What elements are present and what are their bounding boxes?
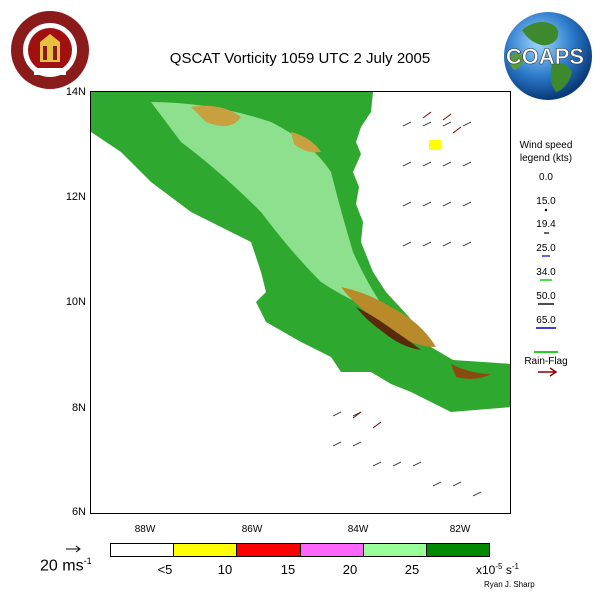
coaps-logo-text: COAPS xyxy=(506,44,584,69)
lat-label-8n: 8N xyxy=(71,402,86,414)
wind-legend-speed-0: 0.0 xyxy=(539,172,553,183)
vorticity-colorbar xyxy=(110,543,490,557)
wind-legend-speed-3: 25.0 xyxy=(536,243,556,254)
colorbar-label-4: 25 xyxy=(404,562,420,577)
wind-legend-speed-1: 15.0 xyxy=(536,196,556,207)
map-canvas xyxy=(91,92,510,513)
wind-legend-speed-4: 34.0 xyxy=(536,267,556,278)
lat-label-12n: 12N xyxy=(65,191,86,203)
rain-flagged-vectors xyxy=(352,111,462,429)
wind-legend-speed-5: 50.0 xyxy=(536,291,556,302)
author-credit: Ryan J. Sharp xyxy=(484,580,535,589)
wind-vectors xyxy=(332,121,482,497)
map-title: QSCAT Vorticity 1059 UTC 2 July 2005 xyxy=(169,50,431,67)
rain-flag-arrow-icon xyxy=(538,367,558,377)
wind-legend-title-1: Wind speed xyxy=(519,140,573,151)
lon-label-86w: 86W xyxy=(241,524,263,535)
colorbar-label-3: 20 xyxy=(342,562,358,577)
pacific-ocean xyxy=(91,132,510,513)
lat-label-14n: 14N xyxy=(65,86,86,98)
lon-label-88w: 88W xyxy=(134,524,156,535)
wind-legend-speed-6: 65.0 xyxy=(536,315,556,326)
colorbar-label-2: 15 xyxy=(280,562,296,577)
lat-label-10n: 10N xyxy=(65,296,86,308)
university-seal-logo xyxy=(11,11,89,89)
colorbar-swatch-4 xyxy=(363,544,427,556)
lat-label-6n: 6N xyxy=(71,506,86,518)
lon-label-82w: 82W xyxy=(449,524,471,535)
wind-legend-speed-2: 19.4 xyxy=(536,219,556,230)
colorbar-swatch-3 xyxy=(300,544,364,556)
colorbar-swatch-1 xyxy=(174,544,238,556)
colorbar-swatch-0 xyxy=(111,544,175,556)
arrow-0 xyxy=(544,208,548,212)
vorticity-map xyxy=(90,91,511,514)
colorbar-units: x10-5 s-1 xyxy=(476,562,519,577)
vorticity-yellow-patch xyxy=(429,140,441,150)
reference-speed-label: 20 ms-1 xyxy=(40,556,92,575)
coaps-globe-logo: COAPS xyxy=(504,12,592,100)
colorbar-label-0: <5 xyxy=(157,562,173,577)
rain-flag-label: Rain-Flag xyxy=(524,356,568,367)
colorbar-label-1: 10 xyxy=(217,562,233,577)
reference-vector-arrow-icon xyxy=(66,545,81,553)
colorbar-swatch-2 xyxy=(237,544,301,556)
wind-legend-arrows xyxy=(534,208,558,353)
colorbar-swatch-5 xyxy=(426,544,490,556)
wind-legend-title-2: legend (kts) xyxy=(519,153,573,164)
lon-label-84w: 84W xyxy=(347,524,369,535)
